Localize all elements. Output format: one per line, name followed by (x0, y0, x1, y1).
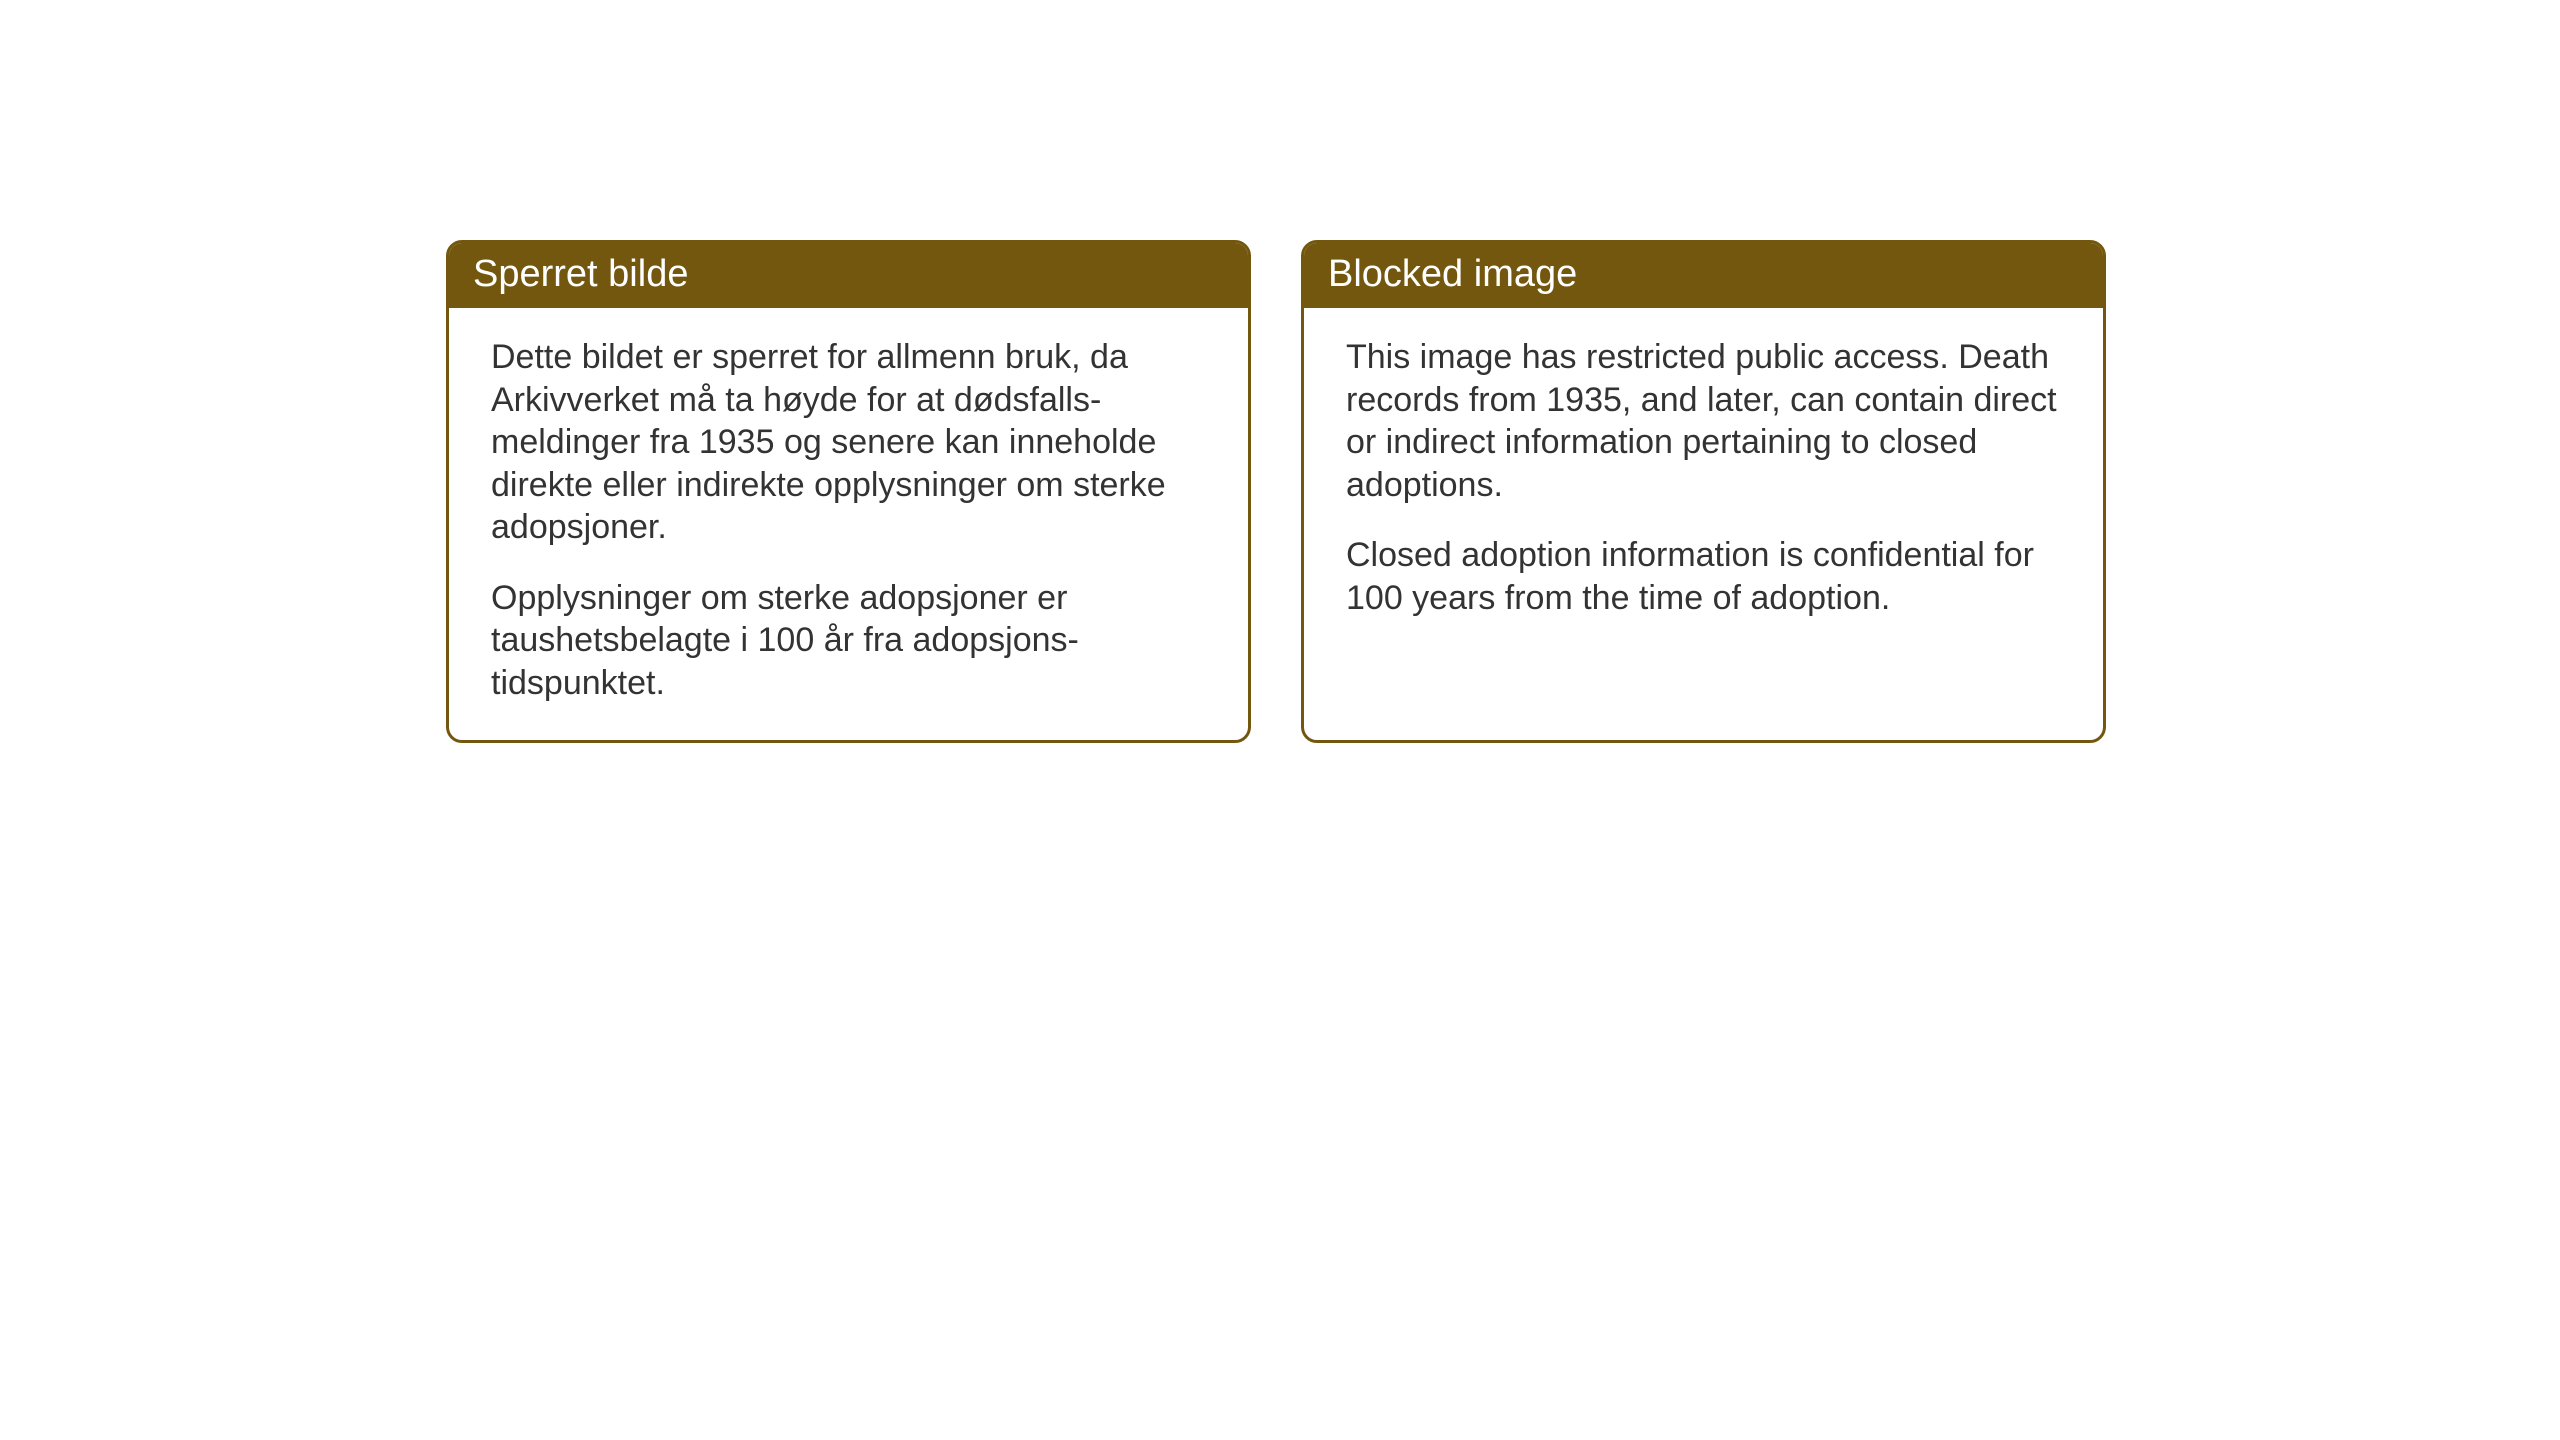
norwegian-notice-box: Sperret bilde Dette bildet er sperret fo… (446, 240, 1251, 743)
notice-container: Sperret bilde Dette bildet er sperret fo… (446, 240, 2106, 743)
english-notice-box: Blocked image This image has restricted … (1301, 240, 2106, 743)
norwegian-notice-body: Dette bildet er sperret for allmenn bruk… (449, 308, 1248, 740)
norwegian-notice-title: Sperret bilde (449, 243, 1248, 308)
english-paragraph-1: This image has restricted public access.… (1346, 336, 2061, 506)
english-notice-title: Blocked image (1304, 243, 2103, 308)
norwegian-paragraph-1: Dette bildet er sperret for allmenn bruk… (491, 336, 1206, 549)
english-notice-body: This image has restricted public access.… (1304, 308, 2103, 698)
english-paragraph-2: Closed adoption information is confident… (1346, 534, 2061, 619)
norwegian-paragraph-2: Opplysninger om sterke adopsjoner er tau… (491, 577, 1206, 705)
